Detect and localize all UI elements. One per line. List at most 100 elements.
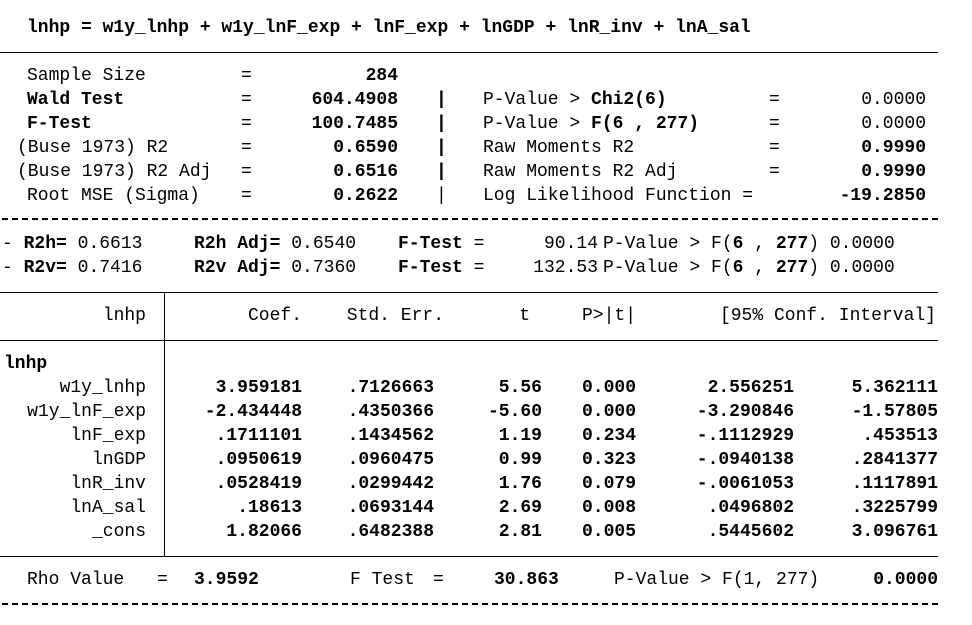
r2v-ftest-value: 132.53 <box>533 258 598 278</box>
cell-t: 2.69 <box>498 498 542 518</box>
table-vertical-rule <box>164 292 165 556</box>
cell-coef: .0528419 <box>215 474 302 494</box>
stat-value2-raw-r2: 0.9990 <box>861 138 926 158</box>
cell-p: 0.000 <box>581 402 636 422</box>
cell-conf-low: .0496802 <box>707 498 794 518</box>
cell-conf-high: .3225799 <box>851 498 938 518</box>
dashed-separator-bottom <box>2 603 938 605</box>
cell-varname: lnF_exp <box>70 426 146 446</box>
stat-value-f-test: 100.7485 <box>311 114 398 134</box>
cell-coef: -2.434448 <box>204 402 302 422</box>
r2v-row-start: - R2v= 0.7416 <box>2 258 143 278</box>
rho-ftest-eq: = <box>433 570 444 590</box>
r2v-pvalue: P-Value > F(6 , 277) 0.0000 <box>603 258 895 278</box>
cell-conf-high: .2841377 <box>851 450 938 470</box>
cell-t: 2.81 <box>498 522 542 542</box>
stat-separator: | <box>436 186 447 206</box>
stat-value2-raw-r2-adj: 0.9990 <box>861 162 926 182</box>
stat-eq2: = <box>769 138 780 158</box>
stat-separator: | <box>436 138 447 158</box>
cell-conf-high: -1.57805 <box>851 402 938 422</box>
header-std-err: Std. Err. <box>346 306 444 326</box>
stat-label2-log-likelihood: Log Likelihood Function = <box>483 186 754 206</box>
cell-varname: w1y_lnhp <box>59 378 146 398</box>
stat-value2-wald: 0.0000 <box>861 90 926 110</box>
r2h-pvalue: P-Value > F(6 , 277) 0.0000 <box>603 234 895 254</box>
cell-t: 1.76 <box>498 474 542 494</box>
stat-label-root-mse: Root MSE (Sigma) <box>27 186 200 206</box>
cell-varname: _cons <box>91 522 146 542</box>
stat-separator: | <box>436 90 447 110</box>
stat-eq2: = <box>769 162 780 182</box>
stat-separator: | <box>436 162 447 182</box>
stat-label2-raw-r2-adj: Raw Moments R2 Adj <box>483 162 678 182</box>
stat-label-sample-size: Sample Size <box>27 66 146 86</box>
cell-p: 0.000 <box>581 378 636 398</box>
dashed-separator <box>2 218 938 220</box>
cell-p: 0.008 <box>581 498 636 518</box>
stat-value-wald-test: 604.4908 <box>311 90 398 110</box>
cell-conf-low: -3.290846 <box>696 402 794 422</box>
stat-eq: = <box>241 90 252 110</box>
stat-value-sample-size: 284 <box>365 66 398 86</box>
cell-conf-low: -.0061053 <box>696 474 794 494</box>
cell-varname: lnR_inv <box>70 474 146 494</box>
cell-varname: lnA_sal <box>70 498 146 518</box>
cell-p: 0.079 <box>581 474 636 494</box>
cell-std-err: .0960475 <box>347 450 434 470</box>
stat-label-buse-r2-adj: (Buse 1973) R2 Adj <box>17 162 212 182</box>
cell-coef: .0950619 <box>215 450 302 470</box>
stat-value-buse-r2: 0.6590 <box>333 138 398 158</box>
separator-top <box>0 52 938 53</box>
cell-std-err: .1434562 <box>347 426 434 446</box>
cell-std-err: .0299442 <box>347 474 434 494</box>
cell-varname: lnGDP <box>91 450 146 470</box>
rho-ftest-value: 30.863 <box>494 570 559 590</box>
stat-eq: = <box>241 66 252 86</box>
cell-t: 5.56 <box>498 378 542 398</box>
r2v-ftest-label: F-Test = <box>398 258 485 278</box>
stat-value-root-mse: 0.2622 <box>333 186 398 206</box>
r2v-adj: R2v Adj= 0.7360 <box>194 258 357 278</box>
r2h-adj: R2h Adj= 0.6540 <box>194 234 357 254</box>
rho-value: 3.9592 <box>194 570 259 590</box>
stat-label2-f: P-Value > F(6 , 277) <box>483 114 700 134</box>
table-depvar: lnhp <box>102 306 146 326</box>
cell-t: 0.99 <box>498 450 542 470</box>
cell-varname: w1y_lnF_exp <box>27 402 146 422</box>
cell-conf-high: .1117891 <box>851 474 938 494</box>
cell-conf-low: -.1112929 <box>696 426 794 446</box>
cell-conf-low: .5445602 <box>707 522 794 542</box>
r2h-ftest-label: F-Test = <box>398 234 485 254</box>
stat-eq2: = <box>769 90 780 110</box>
table-header-rule <box>0 340 938 341</box>
header-conf-interval: [95% Conf. Interval] <box>719 306 936 326</box>
stat-eq: = <box>241 114 252 134</box>
group-label: lnhp <box>4 354 48 374</box>
stat-value2-log-likelihood: -19.2850 <box>839 186 926 206</box>
stat-eq2: = <box>769 114 780 134</box>
cell-coef: 3.959181 <box>215 378 302 398</box>
cell-coef: .18613 <box>237 498 302 518</box>
cell-coef: .1711101 <box>215 426 302 446</box>
stat-value-buse-r2-adj: 0.6516 <box>333 162 398 182</box>
rho-ftest-label: F Test <box>350 570 415 590</box>
stat-eq: = <box>241 186 252 206</box>
header-p: P>|t| <box>581 306 636 326</box>
cell-coef: 1.82066 <box>226 522 302 542</box>
stat-separator: | <box>436 114 447 134</box>
cell-t: 1.19 <box>498 426 542 446</box>
cell-std-err: .7126663 <box>347 378 434 398</box>
rho-pvalue-label: P-Value > F(1, 277) <box>614 570 820 590</box>
cell-p: 0.005 <box>581 522 636 542</box>
table-top-rule <box>0 292 938 293</box>
header-t: t <box>519 306 530 326</box>
table-bottom-rule <box>0 556 938 557</box>
rho-pvalue: 0.0000 <box>873 570 938 590</box>
cell-t: -5.60 <box>487 402 542 422</box>
header-coef: Coef. <box>247 306 302 326</box>
cell-conf-high: 5.362111 <box>851 378 938 398</box>
stat-eq: = <box>241 162 252 182</box>
cell-std-err: .0693144 <box>347 498 434 518</box>
rho-label: Rho Value <box>27 570 125 590</box>
